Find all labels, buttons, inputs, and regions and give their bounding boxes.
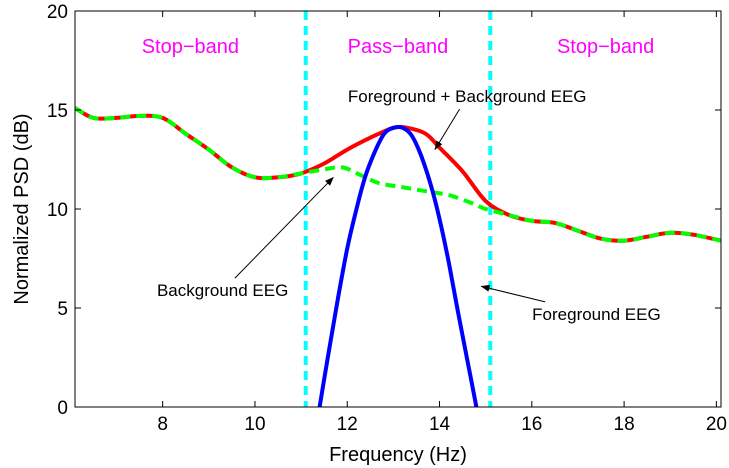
x-tick-label: 10 <box>244 414 265 435</box>
band-label-3: Stop−band <box>557 36 654 58</box>
x-axis-label: Frequency (Hz) <box>329 444 467 466</box>
plot-area <box>75 11 721 407</box>
axis-ticks: 8 10 12 14 16 18 20 0 5 10 15 20 <box>47 2 727 435</box>
annotation-background-eeg: Background EEG <box>157 281 288 300</box>
annotation-arrow-foreground-eeg <box>480 284 546 303</box>
x-tick-label: 18 <box>614 414 635 435</box>
cutoff-lines <box>303 11 493 407</box>
annotation-foreground-background-eeg: Foreground + Background EEG <box>348 87 587 106</box>
annotations: Foreground + Background EEG Background EE… <box>157 87 661 324</box>
y-tick-label: 15 <box>47 101 68 122</box>
annotation-foreground-eeg: Foreground EEG <box>532 305 661 324</box>
annotation-arrow-background-eeg <box>234 176 334 279</box>
y-tick-label: 10 <box>47 200 68 221</box>
band-labels: Stop−band Pass−band Stop−band <box>142 36 655 58</box>
series-line-foreground-eeg <box>317 124 479 407</box>
x-tick-label: 20 <box>706 414 727 435</box>
y-axis-label: Normalized PSD (dB) <box>11 113 33 304</box>
y-tick-label: 5 <box>57 299 68 320</box>
annotation-arrow-foreground-background-eeg <box>434 108 461 151</box>
y-tick-label: 20 <box>47 2 68 23</box>
band-label-1: Stop−band <box>142 36 239 58</box>
x-tick-label: 14 <box>429 414 451 435</box>
x-tick-label: 8 <box>157 414 168 435</box>
series-lines <box>75 106 721 407</box>
x-tick-label: 12 <box>337 414 358 435</box>
band-label-2: Pass−band <box>348 36 449 58</box>
x-tick-label: 16 <box>521 414 542 435</box>
y-tick-label: 0 <box>57 398 68 419</box>
series-line-background-eeg <box>75 106 721 243</box>
